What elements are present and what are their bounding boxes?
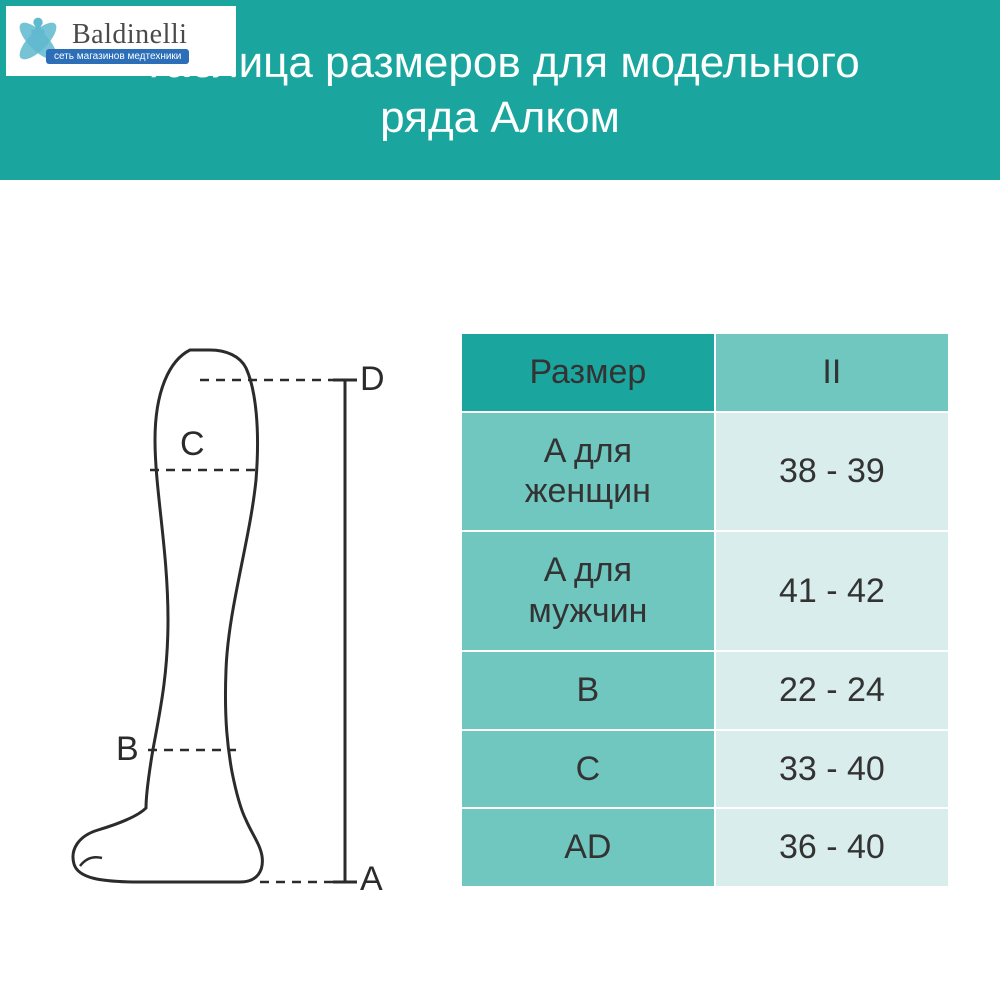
size-label: Размер [461,333,715,412]
size-value: II [715,333,949,412]
size-value: 22 - 24 [715,651,949,730]
size-label: B [461,651,715,730]
diagram-label-c: C [180,425,205,463]
table-row: A дляженщин38 - 39 [461,412,949,532]
size-label: A дляженщин [461,412,715,532]
diagram-label-a: A [360,860,383,898]
logo-tagline: сеть магазинов медтехники [46,49,189,64]
size-value: 41 - 42 [715,531,949,651]
size-value: 33 - 40 [715,730,949,809]
size-table: РазмерIIA дляженщин38 - 39A длямужчин41 … [460,332,950,888]
leg-measurement-diagram: D C B A [50,310,430,910]
table-row: B22 - 24 [461,651,949,730]
diagram-label-b: B [116,730,139,768]
content-area: D C B A РазмерIIA дляженщин38 - 39A длям… [0,180,1000,1000]
title-line-2: ряда Алком [380,93,620,142]
size-label: AD [461,808,715,887]
table-row: AD36 - 40 [461,808,949,887]
table-row: C33 - 40 [461,730,949,809]
logo-brand-text: Baldinelli [72,19,189,51]
brand-logo: Baldinelli сеть магазинов медтехники [6,6,236,76]
table-row: A длямужчин41 - 42 [461,531,949,651]
size-value: 36 - 40 [715,808,949,887]
diagram-label-d: D [360,360,385,398]
page-title: Таблица размеров для модельного ряда Алк… [140,35,859,145]
title-line-1: Таблица размеров для модельного [140,38,859,87]
size-label: C [461,730,715,809]
table-header-row: РазмерII [461,333,949,412]
size-label: A длямужчин [461,531,715,651]
size-value: 38 - 39 [715,412,949,532]
